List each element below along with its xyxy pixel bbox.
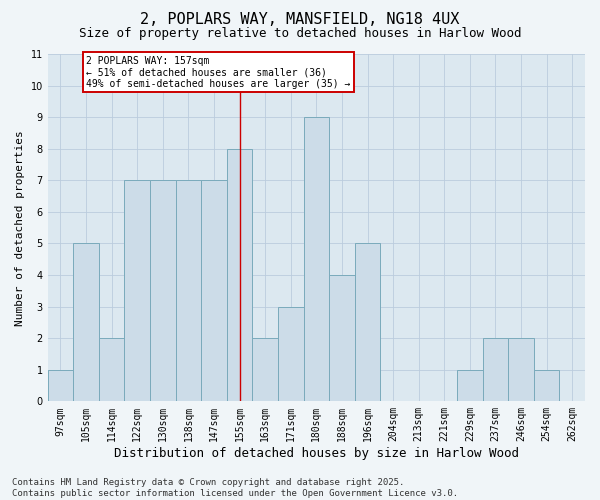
Bar bbox=[150, 180, 176, 402]
Text: Contains HM Land Registry data © Crown copyright and database right 2025.
Contai: Contains HM Land Registry data © Crown c… bbox=[12, 478, 458, 498]
Bar bbox=[47, 370, 73, 402]
Bar bbox=[201, 180, 227, 402]
Bar bbox=[99, 338, 124, 402]
Bar bbox=[124, 180, 150, 402]
Text: Size of property relative to detached houses in Harlow Wood: Size of property relative to detached ho… bbox=[79, 28, 521, 40]
Text: 2 POPLARS WAY: 157sqm
← 51% of detached houses are smaller (36)
49% of semi-deta: 2 POPLARS WAY: 157sqm ← 51% of detached … bbox=[86, 56, 350, 89]
Bar bbox=[227, 148, 253, 402]
Bar bbox=[508, 338, 534, 402]
Y-axis label: Number of detached properties: Number of detached properties bbox=[15, 130, 25, 326]
Bar bbox=[355, 244, 380, 402]
Text: 2, POPLARS WAY, MANSFIELD, NG18 4UX: 2, POPLARS WAY, MANSFIELD, NG18 4UX bbox=[140, 12, 460, 28]
Bar bbox=[278, 306, 304, 402]
Bar bbox=[534, 370, 559, 402]
Bar bbox=[253, 338, 278, 402]
Bar bbox=[73, 244, 99, 402]
Bar bbox=[457, 370, 482, 402]
Bar bbox=[482, 338, 508, 402]
Bar bbox=[304, 117, 329, 402]
X-axis label: Distribution of detached houses by size in Harlow Wood: Distribution of detached houses by size … bbox=[114, 447, 519, 460]
Bar bbox=[176, 180, 201, 402]
Bar bbox=[329, 275, 355, 402]
